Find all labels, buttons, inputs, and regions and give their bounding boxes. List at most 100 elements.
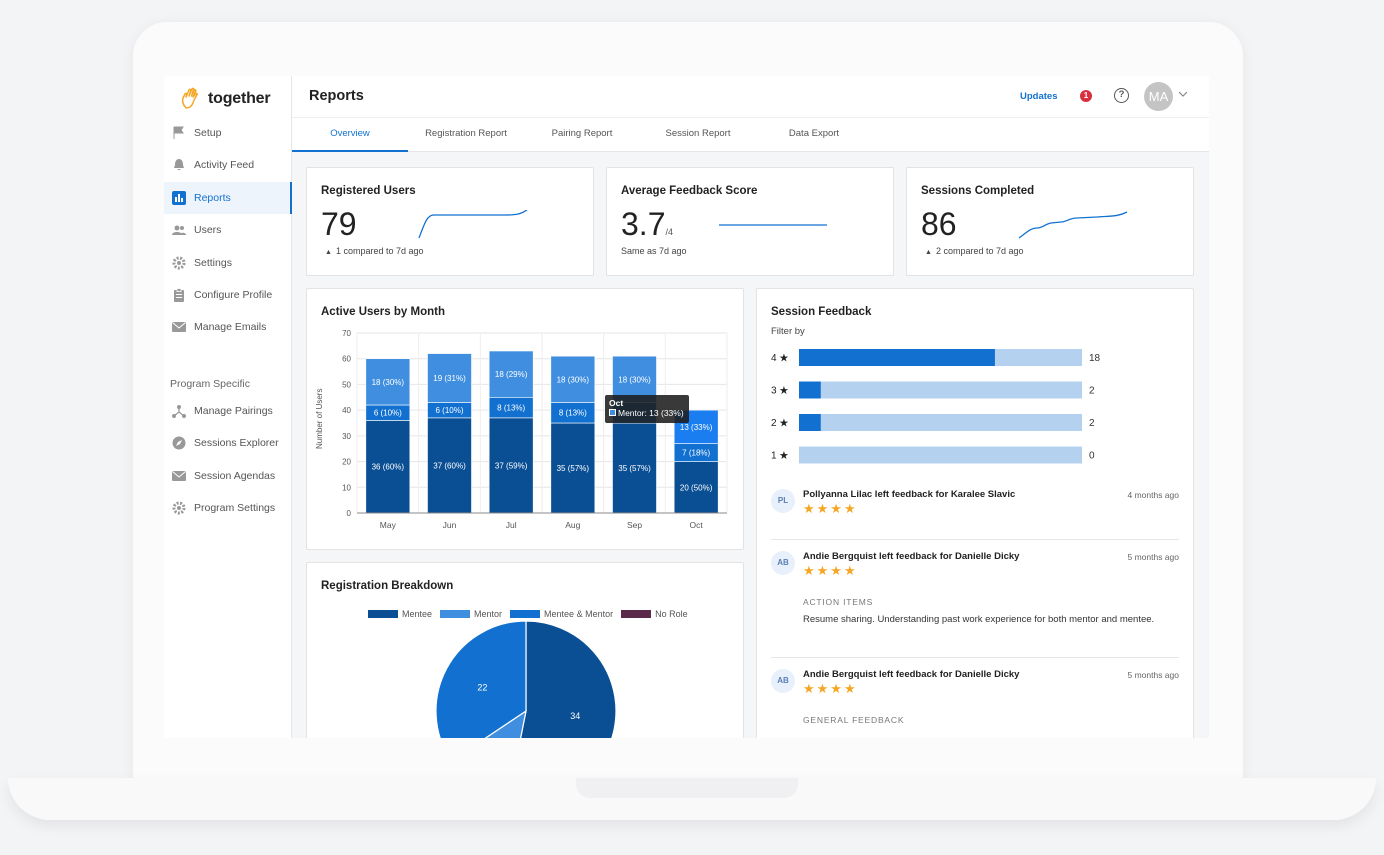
card-title: Session Feedback [771, 306, 872, 318]
notification-badge[interactable]: 1 [1080, 90, 1092, 102]
bar-data-label: 36 (60%) [372, 463, 405, 472]
waving-hand-icon [181, 87, 198, 109]
bar-segment[interactable] [488, 350, 534, 398]
sidebar-item-program-settings[interactable]: Program Settings [164, 492, 292, 524]
tab-session-report[interactable]: Session Report [665, 128, 731, 139]
page-title: Reports [309, 88, 364, 104]
pairing-icon [172, 404, 186, 418]
clipboard-icon [172, 288, 186, 302]
tab-overview[interactable]: Overview [292, 118, 408, 152]
bar-data-label: 8 (13%) [497, 404, 525, 413]
feedback-bar-fill [799, 381, 821, 399]
star-icon: ★ [779, 352, 789, 365]
star-rating: ★★★★ [803, 681, 858, 696]
topbar: Reports Updates 1 ? MA [292, 76, 1209, 118]
pie-slice[interactable] [451, 709, 527, 738]
bar-data-label: 18 (30%) [372, 378, 405, 387]
sidebar-item-label: Program Settings [194, 502, 276, 515]
bar-segment[interactable] [427, 353, 472, 403]
stat-card-registered-users[interactable]: Registered Users 79 ▲ 1 compared to 7d ag… [306, 167, 594, 276]
y-tick-label: 0 [347, 509, 352, 518]
chart-title: Registration Breakdown [321, 580, 454, 592]
y-tick-label: 30 [342, 432, 351, 441]
avatar: AB [771, 669, 795, 693]
bar-segment[interactable] [612, 422, 657, 514]
registration-breakdown-card: Registration Breakdown Mentee Mentor Men… [306, 562, 744, 738]
sidebar-item-activity-feed[interactable]: Activity Feed [164, 149, 292, 181]
x-tick-label: Jul [506, 520, 517, 530]
bar-segment[interactable] [365, 358, 411, 406]
bar-segment[interactable] [550, 422, 596, 514]
sidebar-item-manage-pairings[interactable]: Manage Pairings [164, 395, 292, 427]
help-icon[interactable]: ? [1114, 88, 1129, 103]
bar-data-label: 35 (57%) [618, 464, 651, 473]
feedback-bar-track[interactable] [799, 381, 1082, 399]
feedback-bar-track[interactable] [799, 414, 1082, 431]
bar-data-label: 7 (18%) [682, 449, 710, 458]
session-feedback-bars: 4 ★ 183 ★ 22 ★ 21 ★ 0 [771, 349, 1101, 464]
sidebar-item-manage-emails[interactable]: Manage Emails [164, 311, 292, 343]
triangle-up-icon: ▲ [325, 249, 332, 256]
sidebar-item-label: Setup [194, 127, 222, 139]
feedback-item[interactable]: PL Pollyanna Lilac left feedback for Kar… [771, 489, 1179, 529]
sparkline-sessions-completed [1018, 211, 1128, 239]
bar-data-label: 20 (50%) [680, 483, 713, 492]
sidebar-item-label: Sessions Explorer [194, 437, 279, 450]
bar-segment[interactable] [673, 461, 719, 514]
feedback-item[interactable]: AB Andie Bergquist left feedback for Dan… [771, 551, 1179, 651]
sidebar-item-configure-profile[interactable]: Configure Profile [164, 279, 292, 311]
sidebar-item-label: Manage Pairings [194, 405, 273, 417]
tab-registration-report[interactable]: Registration Report [425, 128, 507, 139]
x-tick-label: Jun [443, 520, 457, 530]
sidebar-item-sessions-explorer[interactable]: Sessions Explorer [164, 427, 292, 459]
stat-card-sessions-completed[interactable]: Sessions Completed 86 ▲ 2 compared to 7d … [906, 167, 1194, 276]
feedback-text: Andie Bergquist left feedback for Daniel… [803, 551, 1020, 562]
bar-segment[interactable] [427, 417, 472, 514]
triangle-up-icon: ▲ [925, 249, 932, 256]
rating-label: 2 [771, 418, 777, 429]
sidebar-item-settings[interactable]: Settings [164, 247, 292, 279]
pie-legend: Mentee Mentor Mentee & Mentor No Role [368, 609, 688, 619]
chart-tooltip: Oct Mentor: 13 (33%) [605, 395, 689, 423]
sidebar-item-session-agendas[interactable]: Session Agendas [164, 460, 292, 492]
avatar[interactable]: MA [1144, 82, 1173, 111]
logo[interactable]: together [180, 84, 271, 114]
bar-data-label: 18 (30%) [618, 375, 651, 384]
feedback-section-label: ACTION ITEMS [803, 597, 874, 607]
y-tick-label: 60 [342, 355, 351, 364]
mail-icon [172, 469, 186, 483]
updates-link[interactable]: Updates [1020, 91, 1058, 102]
tab-pairing-report[interactable]: Pairing Report [551, 128, 613, 139]
bar-chart-icon [172, 190, 186, 205]
bar-segment[interactable] [612, 355, 657, 403]
bar-data-label: 35 (57%) [557, 464, 590, 473]
avatar: PL [771, 489, 795, 513]
bar-segment[interactable] [550, 355, 596, 403]
gear-icon [172, 501, 186, 515]
x-tick-label: May [380, 520, 397, 530]
legend-item-no-role: No Role [621, 609, 688, 619]
x-tick-label: Aug [565, 520, 580, 530]
active-users-chart: 0 10 20 30 40 50 60 70 36 (60%) 6 (10%) 18 (30%) Ma… [342, 329, 728, 530]
chart-title: Active Users by Month [321, 306, 445, 318]
tab-bar: Overview Registration Report Pairing Rep… [292, 118, 1209, 152]
divider [771, 657, 1179, 658]
stat-card-average-feedback[interactable]: Average Feedback Score 3.7/4 Same as 7d … [606, 167, 894, 276]
sidebar-item-setup[interactable]: Setup [164, 117, 292, 149]
pie-slice[interactable] [435, 620, 527, 738]
bell-icon [172, 158, 186, 172]
feedback-section-label: GENERAL FEEDBACK [803, 715, 905, 725]
feedback-bar-track[interactable] [799, 446, 1082, 464]
bar-segment[interactable] [365, 420, 411, 514]
feedback-time: 4 months ago [1127, 490, 1179, 500]
chevron-down-icon[interactable] [1178, 89, 1188, 99]
sidebar-item-users[interactable]: Users [164, 214, 292, 246]
bar-data-label: 6 (10%) [435, 406, 463, 415]
sidebar-item-reports[interactable]: Reports [164, 181, 292, 214]
y-tick-label: 40 [342, 406, 351, 415]
pie-slice[interactable] [508, 620, 617, 738]
feedback-item[interactable]: AB Andie Bergquist left feedback for Dan… [771, 669, 1179, 738]
legend-item-mentee-mentor: Mentee & Mentor [510, 609, 613, 619]
star-icon: ★ [779, 417, 789, 430]
tab-data-export[interactable]: Data Export [788, 128, 840, 139]
